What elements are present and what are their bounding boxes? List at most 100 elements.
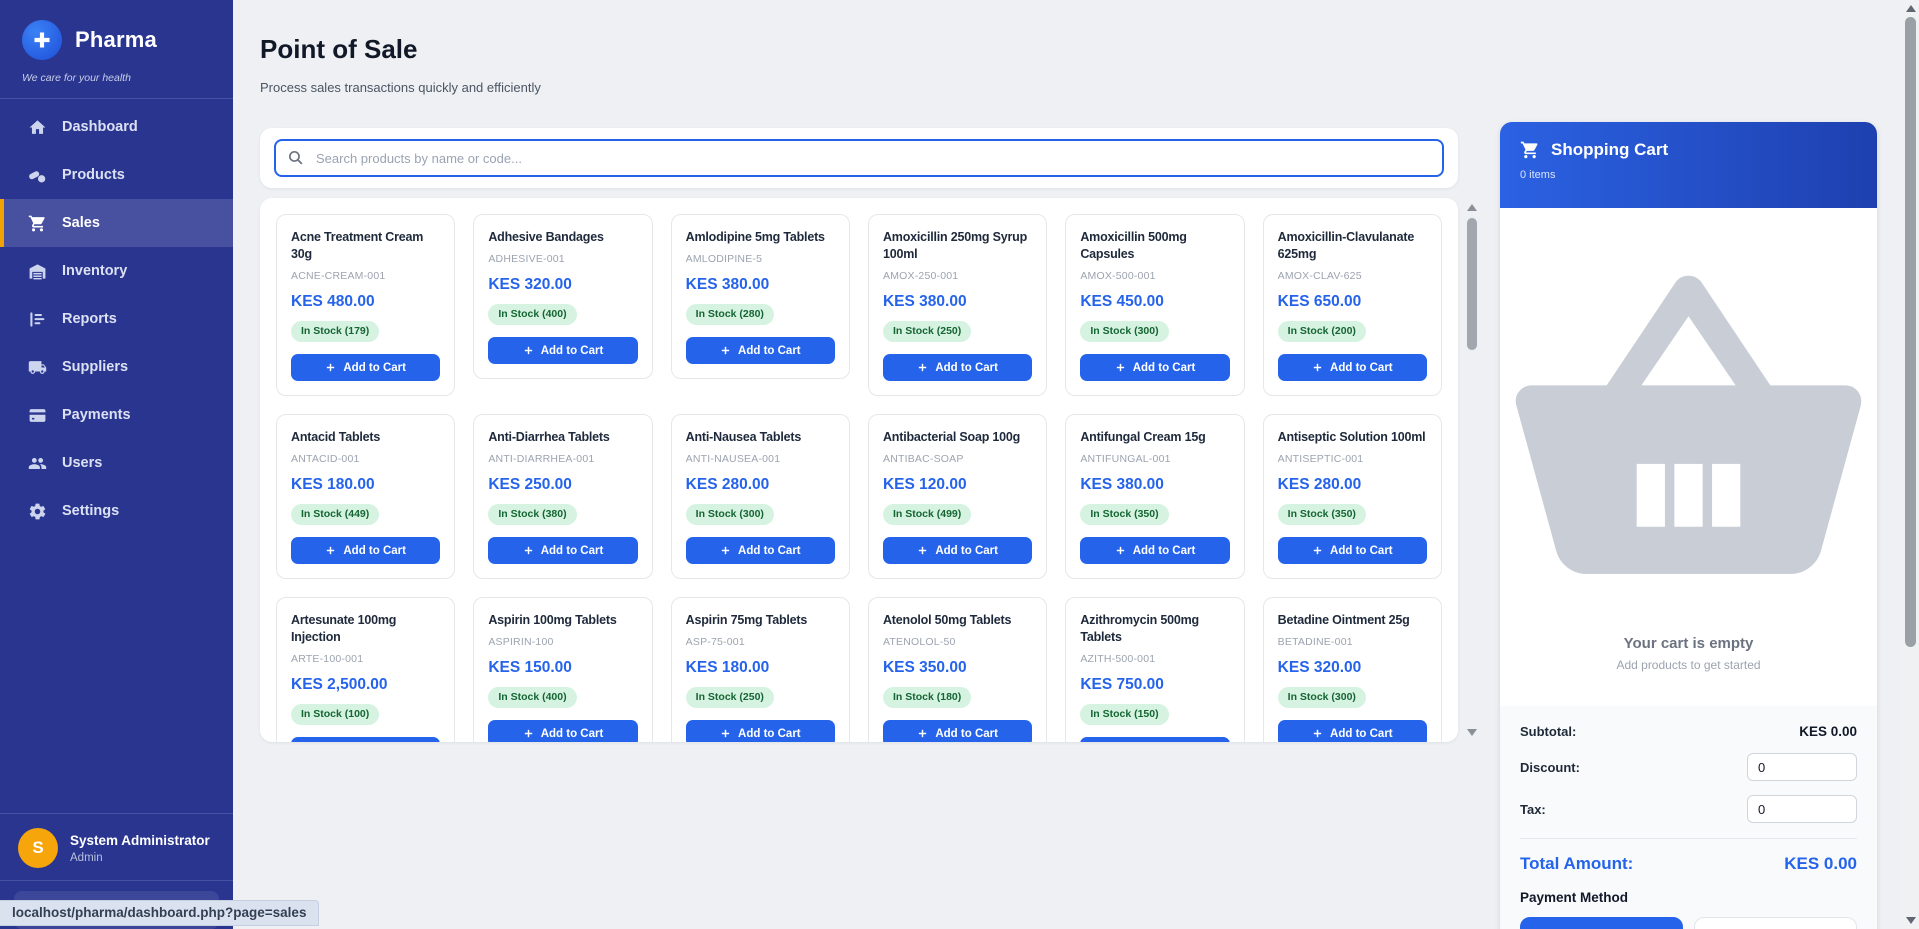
- add-to-cart-button[interactable]: Add to Cart: [291, 537, 441, 564]
- scroll-down-arrow-icon[interactable]: [1905, 917, 1916, 924]
- discount-label: Discount:: [1520, 759, 1580, 775]
- cart-icon: [28, 214, 47, 233]
- add-to-cart-button[interactable]: Add to Cart: [685, 337, 835, 364]
- page-title: Point of Sale: [260, 34, 418, 64]
- add-to-cart-button[interactable]: Add to Cart: [488, 537, 638, 564]
- cart-empty-state: Your cart is empty Add products to get s…: [1500, 208, 1877, 706]
- product-card: Betadine Ointment 25g BETADINE-001 KES 3…: [1262, 597, 1442, 742]
- cart-icon: [1520, 140, 1540, 160]
- sidebar-item-label: Dashboard: [62, 119, 138, 135]
- product-card: Amlodipine 5mg Tablets AMLODIPINE-5 KES …: [670, 214, 850, 379]
- product-name: Atenolol 50mg Tablets: [882, 613, 1012, 627]
- plus-icon: [917, 362, 928, 373]
- stock-badge: In Stock (300): [1277, 687, 1366, 708]
- stock-badge: In Stock (100): [291, 704, 380, 725]
- payment-method-cash[interactable]: Cash: [1520, 917, 1683, 929]
- product-code: BETADINE-001: [1277, 636, 1353, 648]
- payment-method-m-pesa[interactable]: M-Pesa: [1694, 917, 1857, 929]
- product-price: KES 280.00: [685, 476, 770, 493]
- product-name: Antibacterial Soap 100g: [882, 430, 1021, 444]
- add-to-cart-button[interactable]: Add to Cart: [488, 337, 638, 364]
- plus-icon: [720, 728, 731, 739]
- plus-icon: [325, 362, 336, 373]
- total-amount-label: Total Amount:: [1520, 854, 1634, 873]
- sidebar-item-label: Products: [62, 167, 125, 183]
- gear-icon: [28, 502, 47, 521]
- add-to-cart-button[interactable]: Add to Cart: [1277, 537, 1427, 564]
- stock-badge: In Stock (250): [685, 687, 774, 708]
- product-price: KES 450.00: [1080, 293, 1164, 310]
- product-code: ASPIRIN-100: [488, 636, 554, 648]
- sidebar-item-users[interactable]: Users: [0, 439, 233, 487]
- product-price: KES 250.00: [488, 476, 572, 493]
- add-to-cart-button[interactable]: Add to Cart: [882, 720, 1033, 742]
- product-name: Amoxicillin 500mg Capsules: [1080, 230, 1187, 261]
- product-name: Anti-Nausea Tablets: [685, 430, 802, 444]
- avatar: S: [18, 828, 58, 868]
- total-amount-value: KES 0.00: [1784, 854, 1857, 873]
- product-card: Amoxicillin 250mg Syrup 100ml AMOX-250-0…: [867, 214, 1048, 396]
- add-to-cart-button[interactable]: Add to Cart: [488, 720, 638, 742]
- truck-icon: [28, 358, 47, 377]
- add-to-cart-button[interactable]: Add to Cart: [685, 537, 835, 564]
- product-price: KES 280.00: [1277, 476, 1362, 493]
- add-to-cart-button[interactable]: Add to Cart: [291, 737, 441, 742]
- add-to-cart-button[interactable]: Add to Cart: [685, 720, 835, 742]
- add-to-cart-button[interactable]: Add to Cart: [1080, 537, 1230, 564]
- scroll-down-arrow-icon[interactable]: [1467, 729, 1477, 736]
- product-price: KES 320.00: [488, 276, 572, 293]
- product-name: Amoxicillin-Clavulanate 625mg: [1277, 230, 1415, 261]
- product-price: KES 380.00: [685, 276, 770, 293]
- shopping-cart-panel: Shopping Cart 0 items Your cart is empty…: [1500, 122, 1877, 929]
- search-icon: [287, 149, 304, 166]
- add-to-cart-button[interactable]: Add to Cart: [1080, 354, 1230, 381]
- discount-input[interactable]: [1747, 753, 1857, 781]
- product-code: ASP-75-001: [685, 636, 745, 648]
- users-icon: [28, 454, 47, 473]
- window-scrollbar[interactable]: [1902, 0, 1919, 929]
- divider: [0, 813, 233, 814]
- add-to-cart-button[interactable]: Add to Cart: [1080, 737, 1230, 742]
- subtotal-label: Subtotal:: [1520, 724, 1577, 739]
- window-scrollbar-thumb[interactable]: [1905, 17, 1916, 647]
- tax-input[interactable]: [1747, 795, 1857, 823]
- pharma-logo: [22, 20, 62, 60]
- add-to-cart-button[interactable]: Add to Cart: [1277, 720, 1427, 742]
- sidebar-item-sales[interactable]: Sales: [0, 199, 233, 247]
- product-code: ANTIFUNGAL-001: [1080, 453, 1171, 465]
- divider: [0, 98, 233, 99]
- plus-icon: [917, 728, 928, 739]
- sidebar-item-dashboard[interactable]: Dashboard: [0, 103, 233, 151]
- cart-empty-subtitle: Add products to get started: [1616, 658, 1761, 672]
- product-price: KES 180.00: [685, 659, 770, 676]
- sidebar-item-products[interactable]: Products: [0, 151, 233, 199]
- add-to-cart-button[interactable]: Add to Cart: [291, 354, 441, 381]
- product-name: Amoxicillin 250mg Syrup 100ml: [882, 230, 1028, 261]
- scroll-up-arrow-icon[interactable]: [1905, 5, 1916, 12]
- sidebar-item-suppliers[interactable]: Suppliers: [0, 343, 233, 391]
- basket-icon: [1500, 244, 1877, 621]
- credit-card-icon: [28, 406, 47, 425]
- product-price: KES 650.00: [1277, 293, 1362, 310]
- product-name: Acne Treatment Cream 30g: [291, 230, 424, 261]
- sidebar-item-payments[interactable]: Payments: [0, 391, 233, 439]
- add-to-cart-button[interactable]: Add to Cart: [882, 537, 1033, 564]
- product-price: KES 180.00: [291, 476, 375, 493]
- search-input[interactable]: [274, 139, 1444, 177]
- add-to-cart-button[interactable]: Add to Cart: [1277, 354, 1427, 381]
- sidebar-item-settings[interactable]: Settings: [0, 487, 233, 535]
- product-price: KES 120.00: [882, 476, 967, 493]
- plus-icon: [1312, 728, 1323, 739]
- product-code: AZITH-500-001: [1080, 653, 1156, 665]
- user-role: Admin: [70, 851, 103, 864]
- grid-scrollbar-thumb[interactable]: [1467, 218, 1477, 350]
- grid-scrollbar[interactable]: [1466, 200, 1478, 740]
- sidebar-item-inventory[interactable]: Inventory: [0, 247, 233, 295]
- sidebar-item-reports[interactable]: Reports: [0, 295, 233, 343]
- product-card: Antibacterial Soap 100g ANTIBAC-SOAP KES…: [867, 414, 1048, 579]
- stock-badge: In Stock (280): [685, 304, 774, 325]
- product-card: Acne Treatment Cream 30g ACNE-CREAM-001 …: [276, 214, 456, 396]
- search-card: [260, 128, 1458, 188]
- scroll-up-arrow-icon[interactable]: [1467, 204, 1477, 211]
- add-to-cart-button[interactable]: Add to Cart: [882, 354, 1033, 381]
